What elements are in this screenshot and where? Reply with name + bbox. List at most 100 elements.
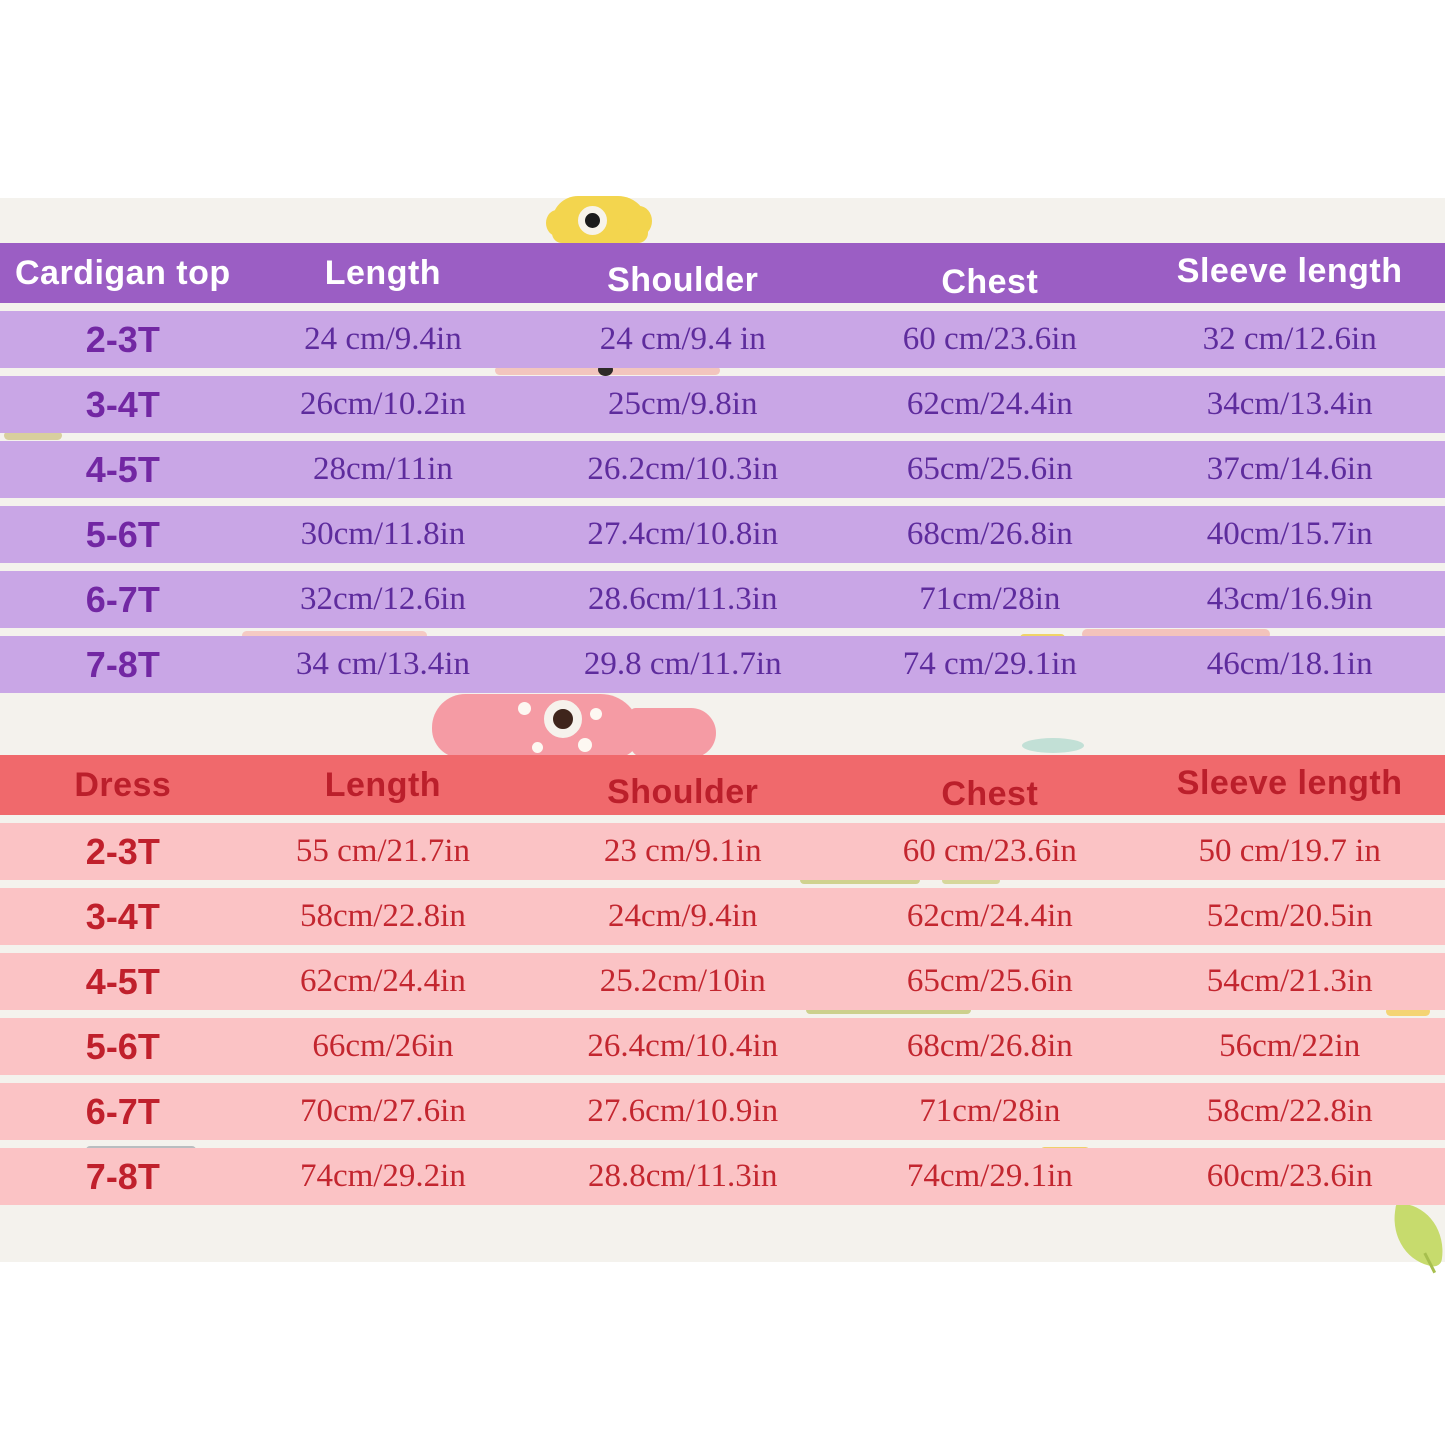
measurement-cell: 60cm/23.6in [1206, 1158, 1373, 1194]
measurement-cell: 27.4cm/10.8in [587, 516, 779, 552]
cardigan-size-table: Cardigan top Length Shoulder Chest Sleev… [0, 243, 1445, 693]
table-row: 2-3T 24 cm/9.4in 24 cm/9.4 in 60 cm/23.6in 3… [0, 311, 1445, 368]
flower-dot-icon [590, 708, 602, 720]
measurement-cell: 62cm/24.4in [906, 898, 1073, 934]
flower-dot-icon [532, 742, 543, 753]
size-label: 3-4T [85, 383, 160, 425]
measurement-cell: 43cm/16.9in [1206, 581, 1373, 617]
measurement-cell: 24cm/9.4in [608, 898, 758, 934]
measurement-cell: 28.8cm/11.3in [588, 1158, 778, 1194]
size-label: 7-8T [85, 1155, 160, 1197]
measurement-cell: 26cm/10.2in [299, 386, 466, 422]
measurement-cell: 68cm/26.8in [906, 1028, 1073, 1064]
measurement-cell: 58cm/22.8in [299, 898, 466, 934]
pattern-sliver [1082, 629, 1270, 639]
pattern-sliver [942, 877, 1000, 884]
table-row: 6-7T 32cm/12.6in 28.6cm/11.3in 71cm/28in 43c… [0, 571, 1445, 628]
flower-eye-icon [544, 700, 582, 738]
measurement-cell: 70cm/27.6in [299, 1093, 466, 1129]
measurement-cell: 74 cm/29.1in [902, 646, 1077, 682]
duck-icon [546, 196, 652, 243]
size-label: 5-6T [85, 513, 160, 555]
measurement-cell: 34cm/13.4in [1206, 386, 1373, 422]
cardigan-table-header-row: Cardigan top Length Shoulder Chest Sleev… [0, 243, 1445, 303]
measurement-cell: 26.4cm/10.4in [587, 1028, 779, 1064]
size-label: 6-7T [85, 578, 160, 620]
measurement-cell: 74cm/29.2in [299, 1158, 466, 1194]
column-header-shoulder: Shoulder [607, 260, 759, 299]
dress-table-body: 2-3T 55 cm/21.7in 23 cm/9.1in 60 cm/23.6in 5… [0, 823, 1445, 1205]
measurement-cell: 40cm/15.7in [1206, 516, 1373, 552]
size-label: 4-5T [85, 448, 160, 490]
measurement-cell: 29.8 cm/11.7in [583, 646, 782, 682]
measurement-cell: 25.2cm/10in [599, 963, 766, 999]
column-header-length: Length [324, 253, 442, 292]
measurement-cell: 34 cm/13.4in [295, 646, 470, 682]
table-row: 5-6T 30cm/11.8in 27.4cm/10.8in 68cm/26.8in 4… [0, 506, 1445, 563]
column-header-cardigan-top: Cardigan top [14, 253, 231, 292]
measurement-cell: 26.2cm/10.3in [587, 451, 779, 487]
column-header-sleeve-length: Sleeve length [1176, 763, 1403, 802]
measurement-cell: 60 cm/23.6in [902, 833, 1077, 869]
measurement-cell: 52cm/20.5in [1206, 898, 1373, 934]
flower-dot-icon [578, 738, 592, 752]
table-row: 3-4T 26cm/10.2in 25cm/9.8in 62cm/24.4in 34cm… [0, 376, 1445, 433]
measurement-cell: 46cm/18.1in [1206, 646, 1373, 682]
column-header-chest: Chest [941, 774, 1039, 813]
size-label: 4-5T [85, 960, 160, 1002]
flower-icon [432, 694, 640, 758]
measurement-cell: 25cm/9.8in [608, 386, 758, 422]
measurement-cell: 66cm/26in [312, 1028, 454, 1064]
measurement-cell: 74cm/29.1in [906, 1158, 1073, 1194]
flower-petal-icon [630, 708, 716, 758]
pattern-sliver [1022, 738, 1084, 753]
table-row: 7-8T 34 cm/13.4in 29.8 cm/11.7in 74 cm/29.1… [0, 636, 1445, 693]
measurement-cell: 32 cm/12.6in [1202, 321, 1377, 357]
measurement-cell: 58cm/22.8in [1206, 1093, 1373, 1129]
flower-dot-icon [518, 702, 531, 715]
column-header-sleeve-length: Sleeve length [1176, 251, 1403, 290]
table-row: 4-5T 62cm/24.4in 25.2cm/10in 65cm/25.6in 54c… [0, 953, 1445, 1010]
measurement-cell: 37cm/14.6in [1206, 451, 1373, 487]
cardigan-table-body: 2-3T 24 cm/9.4in 24 cm/9.4 in 60 cm/23.6in 3… [0, 311, 1445, 693]
table-row: 6-7T 70cm/27.6in 27.6cm/10.9in 71cm/28in 58c… [0, 1083, 1445, 1140]
pattern-sliver [4, 431, 62, 440]
measurement-cell: 54cm/21.3in [1206, 963, 1373, 999]
size-label: 5-6T [85, 1025, 160, 1067]
column-header-shoulder: Shoulder [607, 772, 759, 811]
measurement-cell: 56cm/22in [1219, 1028, 1361, 1064]
pattern-sliver [806, 1006, 971, 1014]
size-label: 2-3T [85, 318, 160, 360]
measurement-cell: 55 cm/21.7in [295, 833, 470, 869]
measurement-cell: 65cm/25.6in [906, 963, 1073, 999]
dress-table-header-row: Dress Length Shoulder Chest Sleeve lengt… [0, 755, 1445, 815]
measurement-cell: 68cm/26.8in [906, 516, 1073, 552]
size-label: 2-3T [85, 830, 160, 872]
measurement-cell: 60 cm/23.6in [902, 321, 1077, 357]
column-header-chest: Chest [941, 262, 1039, 301]
measurement-cell: 24 cm/9.4 in [599, 321, 766, 357]
measurement-cell: 28.6cm/11.3in [588, 581, 778, 617]
measurement-cell: 24 cm/9.4in [304, 321, 462, 357]
measurement-cell: 71cm/28in [919, 1093, 1061, 1129]
table-row: 2-3T 55 cm/21.7in 23 cm/9.1in 60 cm/23.6in 5… [0, 823, 1445, 880]
column-header-dress: Dress [74, 765, 172, 804]
table-row: 5-6T 66cm/26in 26.4cm/10.4in 68cm/26.8in 56c… [0, 1018, 1445, 1075]
measurement-cell: 65cm/25.6in [906, 451, 1073, 487]
pattern-sliver [800, 876, 920, 884]
size-label: 3-4T [85, 895, 160, 937]
table-row: 7-8T 74cm/29.2in 28.8cm/11.3in 74cm/29.1in 6… [0, 1148, 1445, 1205]
measurement-cell: 32cm/12.6in [299, 581, 466, 617]
duck-eye-icon [578, 206, 607, 235]
table-row: 3-4T 58cm/22.8in 24cm/9.4in 62cm/24.4in 52cm… [0, 888, 1445, 945]
measurement-cell: 62cm/24.4in [299, 963, 466, 999]
measurement-cell: 30cm/11.8in [300, 516, 466, 552]
pattern-sliver [1386, 1007, 1430, 1016]
measurement-cell: 71cm/28in [919, 581, 1061, 617]
size-label: 6-7T [85, 1090, 160, 1132]
size-label: 7-8T [85, 643, 160, 685]
dress-size-table: Dress Length Shoulder Chest Sleeve lengt… [0, 755, 1445, 1205]
measurement-cell: 27.6cm/10.9in [587, 1093, 779, 1129]
measurement-cell: 23 cm/9.1in [603, 833, 762, 869]
